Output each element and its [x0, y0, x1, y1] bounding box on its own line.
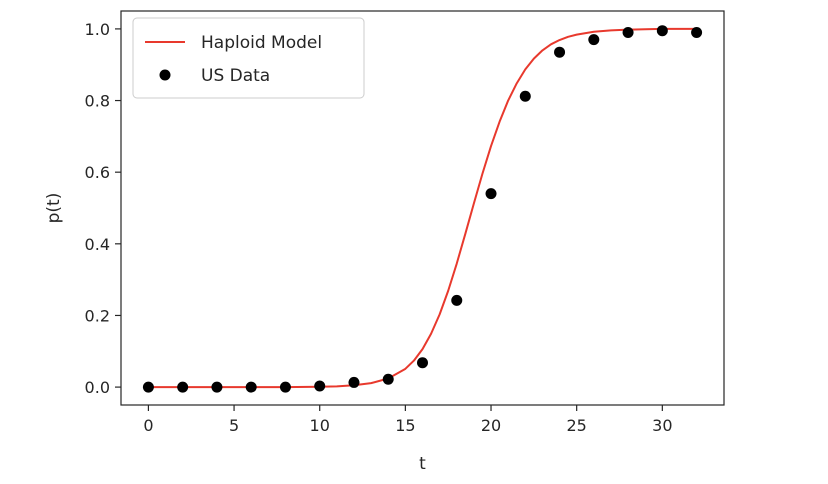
- data-point-us: [656, 25, 668, 37]
- x-tick-label: 15: [395, 416, 415, 435]
- data-point-us: [382, 373, 394, 385]
- y-tick-label: 0.2: [85, 306, 110, 325]
- data-point-us: [314, 380, 326, 392]
- data-point-us: [417, 357, 428, 369]
- data-point-us: [451, 294, 463, 306]
- legend-label: Haploid Model: [201, 33, 322, 53]
- axes-frame: [120, 10, 725, 406]
- legend-label: US Data: [201, 66, 270, 86]
- y-tick-label: 0.0: [85, 378, 110, 397]
- legend-layer: Haploid Model US Data: [132, 17, 365, 99]
- frame-layer: [120, 10, 725, 406]
- y-tick-label: 0.4: [85, 235, 110, 254]
- data-point-us: [142, 381, 154, 393]
- x-tick-label: 10: [310, 416, 330, 435]
- data-layer: [142, 25, 703, 393]
- data-point-us: [485, 188, 497, 200]
- data-point-us: [279, 381, 291, 393]
- data-point-us: [211, 381, 223, 393]
- data-point-us: [177, 381, 189, 393]
- legend-box: [132, 17, 365, 99]
- x-tick-label: 5: [229, 416, 239, 435]
- x-tick-label: 0: [143, 416, 153, 435]
- data-point-us: [348, 376, 360, 388]
- series-line-haploid-model: [148, 27, 697, 389]
- data-point-us: [519, 90, 531, 102]
- data-point-us: [554, 46, 566, 58]
- y-tick-label: 0.6: [85, 163, 110, 182]
- data-point-us: [691, 26, 703, 38]
- x-tick-label: 25: [566, 416, 586, 435]
- data-point-us: [588, 34, 600, 46]
- x-tick-label: 30: [652, 416, 672, 435]
- y-tick-label: 0.8: [85, 92, 110, 111]
- data-point-us: [245, 381, 257, 393]
- x-tick-label: 20: [481, 416, 501, 435]
- data-point-us: [622, 26, 634, 38]
- legend-marker-swatch: [159, 69, 171, 81]
- y-axis-label: p(t): [44, 193, 64, 224]
- y-tick-label: 1.0: [85, 20, 110, 39]
- x-axis-label: t: [419, 454, 426, 474]
